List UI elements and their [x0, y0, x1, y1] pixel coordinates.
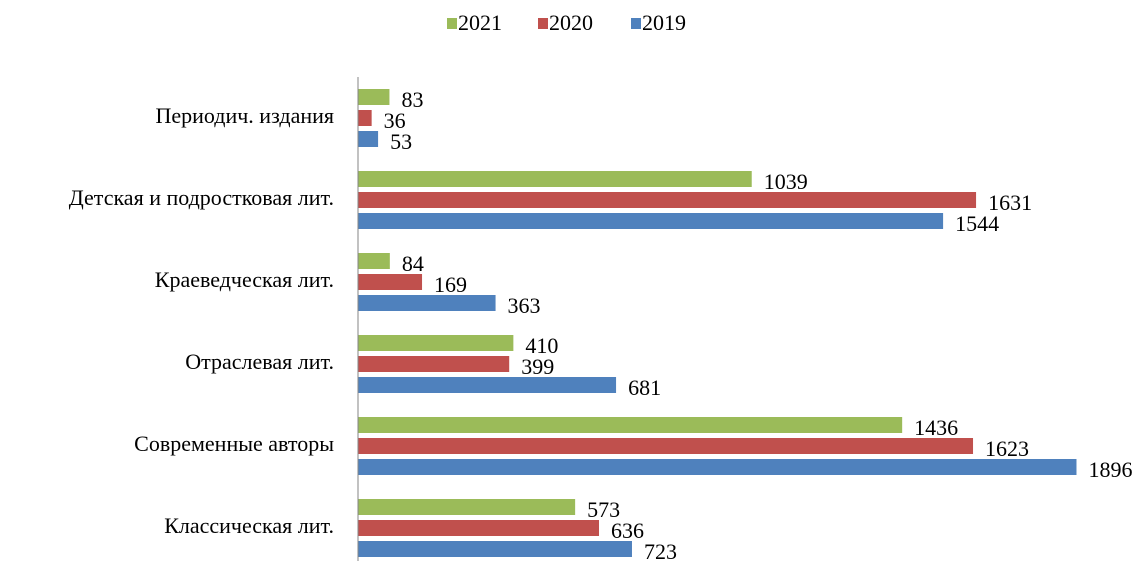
bar: [358, 131, 379, 147]
value-label: 636: [611, 518, 644, 543]
bar: [358, 110, 372, 126]
bar: [358, 459, 1077, 475]
bar: [358, 520, 600, 536]
bar: [358, 253, 390, 269]
bar: [358, 295, 496, 311]
value-label: 1623: [985, 436, 1029, 461]
value-label: 399: [521, 354, 554, 379]
bar: [358, 335, 514, 351]
bar: [358, 377, 617, 393]
value-label: 1436: [914, 415, 958, 440]
value-label: 169: [434, 272, 467, 297]
value-label: 1544: [955, 211, 999, 236]
y-tick-label: Отраслевая лит.: [185, 349, 334, 374]
bar: [358, 213, 944, 229]
value-label: 36: [384, 108, 406, 133]
bar: [358, 438, 974, 454]
y-tick-label: Детская и подростковая лит.: [69, 185, 334, 210]
bar: [358, 356, 510, 372]
value-label: 410: [525, 333, 558, 358]
y-tick-label: Современные авторы: [134, 431, 334, 456]
legend-label: 2021: [458, 10, 502, 35]
value-label: 1039: [764, 169, 808, 194]
legend-label: 2020: [549, 10, 593, 35]
legend-swatch: [538, 18, 548, 29]
y-tick-label: Периодич. издания: [155, 103, 334, 128]
value-label: 681: [628, 375, 661, 400]
value-label: 363: [508, 293, 541, 318]
legend-label: 2019: [642, 10, 686, 35]
bar: [358, 89, 390, 105]
value-label: 1631: [988, 190, 1032, 215]
value-label: 1896: [1088, 457, 1132, 482]
legend-swatch: [631, 18, 641, 29]
legend-swatch: [447, 18, 457, 29]
y-tick-label: Классическая лит.: [164, 513, 334, 538]
bar: [358, 171, 752, 187]
bar: [358, 274, 423, 290]
value-label: 84: [402, 251, 424, 276]
value-label: 723: [644, 539, 677, 561]
value-label: 573: [587, 497, 620, 522]
value-label: 53: [390, 129, 412, 154]
y-tick-label: Краеведческая лит.: [155, 267, 334, 292]
value-label: 83: [401, 87, 423, 112]
bar: [358, 499, 576, 515]
bar: [358, 541, 632, 557]
bar: [358, 417, 903, 433]
bar: [358, 192, 977, 208]
